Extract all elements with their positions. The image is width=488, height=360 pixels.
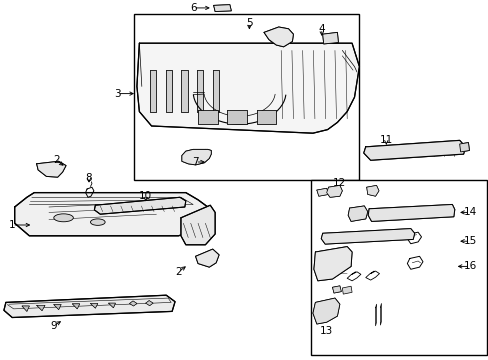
Polygon shape xyxy=(181,205,215,245)
Polygon shape xyxy=(342,286,351,294)
Text: 2: 2 xyxy=(53,155,60,165)
Ellipse shape xyxy=(90,219,105,225)
Polygon shape xyxy=(326,185,342,197)
Text: 12: 12 xyxy=(332,178,346,188)
Text: 10: 10 xyxy=(139,191,152,201)
Text: 2: 2 xyxy=(175,267,182,277)
Polygon shape xyxy=(145,301,153,306)
Polygon shape xyxy=(94,197,185,214)
Text: 6: 6 xyxy=(189,3,196,13)
Polygon shape xyxy=(182,149,211,165)
Polygon shape xyxy=(322,32,338,44)
Polygon shape xyxy=(165,70,172,112)
Text: 4: 4 xyxy=(318,24,325,34)
Polygon shape xyxy=(366,185,378,196)
Polygon shape xyxy=(108,303,115,308)
Bar xyxy=(310,180,486,355)
Polygon shape xyxy=(256,110,276,124)
Polygon shape xyxy=(264,27,293,47)
Polygon shape xyxy=(37,305,45,311)
Polygon shape xyxy=(129,301,137,306)
Polygon shape xyxy=(363,140,465,160)
Polygon shape xyxy=(312,298,339,324)
Polygon shape xyxy=(367,204,454,221)
Polygon shape xyxy=(37,161,66,177)
Polygon shape xyxy=(198,110,217,124)
Polygon shape xyxy=(137,43,359,133)
Polygon shape xyxy=(321,229,414,244)
Polygon shape xyxy=(212,70,219,112)
Text: 5: 5 xyxy=(245,18,252,28)
Polygon shape xyxy=(316,188,328,196)
Polygon shape xyxy=(195,249,219,267)
Polygon shape xyxy=(150,70,156,112)
Text: 14: 14 xyxy=(463,207,476,217)
Polygon shape xyxy=(72,304,80,309)
Text: 1: 1 xyxy=(9,220,16,230)
Polygon shape xyxy=(227,110,246,124)
Polygon shape xyxy=(22,306,29,311)
Text: 11: 11 xyxy=(379,135,392,145)
Polygon shape xyxy=(332,286,341,293)
Polygon shape xyxy=(459,143,468,152)
Polygon shape xyxy=(90,303,98,308)
Text: 15: 15 xyxy=(463,236,476,246)
Polygon shape xyxy=(181,70,187,112)
Polygon shape xyxy=(4,295,175,318)
Text: 3: 3 xyxy=(114,89,121,99)
Polygon shape xyxy=(313,247,351,281)
Polygon shape xyxy=(197,70,203,112)
Polygon shape xyxy=(347,206,367,221)
Polygon shape xyxy=(213,5,231,12)
Ellipse shape xyxy=(54,214,73,222)
Polygon shape xyxy=(15,193,210,236)
Text: 13: 13 xyxy=(319,326,333,336)
Text: 8: 8 xyxy=(85,173,92,183)
Text: 7: 7 xyxy=(192,157,199,167)
Text: 9: 9 xyxy=(50,321,57,331)
Text: 16: 16 xyxy=(463,261,476,271)
Bar xyxy=(134,14,359,180)
Polygon shape xyxy=(54,305,61,310)
